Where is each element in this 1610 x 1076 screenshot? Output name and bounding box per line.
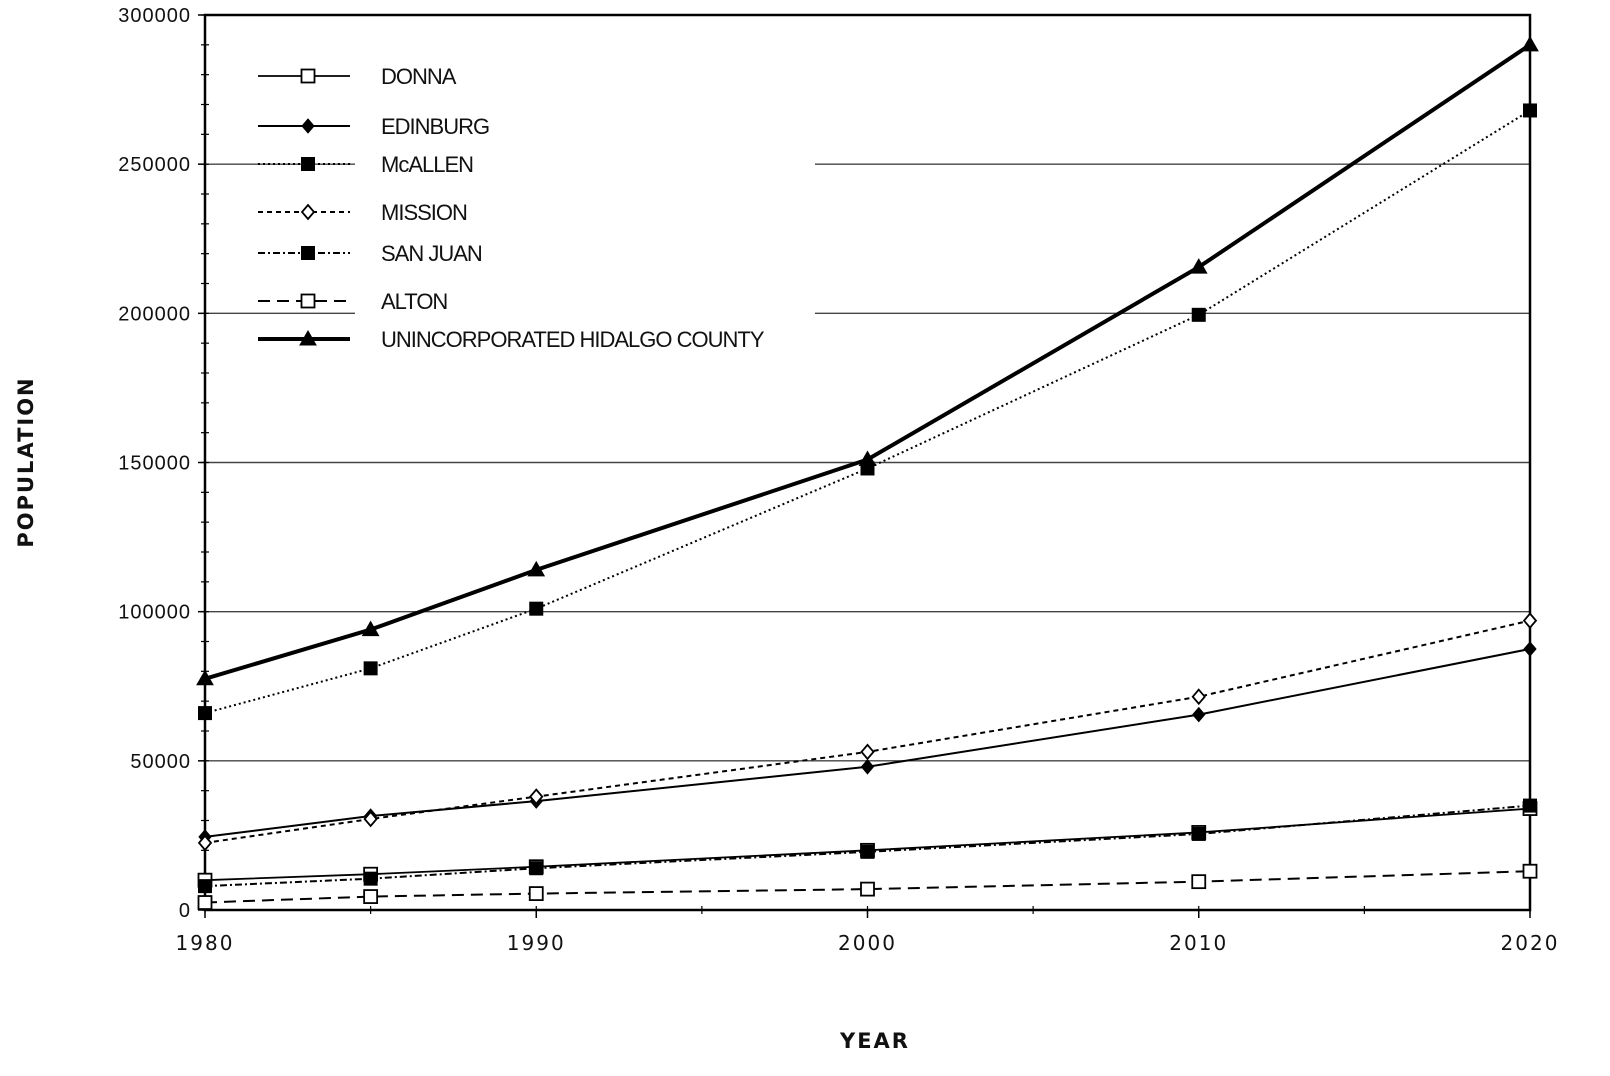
data-point xyxy=(860,743,875,761)
data-point xyxy=(197,834,213,852)
data-point xyxy=(363,871,378,886)
data-point xyxy=(860,759,875,775)
series-san-juan xyxy=(198,798,1537,894)
x-axis: 1980 1990 2000 2010 2020 xyxy=(176,910,1560,955)
legend-label: EDINBURG xyxy=(381,114,489,139)
series-line xyxy=(204,870,1531,904)
data-point xyxy=(1522,863,1538,879)
data-point xyxy=(1521,35,1539,52)
legend-swatch-marker xyxy=(300,293,316,309)
data-point xyxy=(858,450,877,467)
data-point xyxy=(198,879,212,894)
data-point xyxy=(528,886,544,901)
x-tick-label: 1990 xyxy=(507,931,566,955)
legend-item: McALLEN xyxy=(258,152,474,177)
series-line xyxy=(204,43,1532,681)
legend-swatch-marker xyxy=(301,118,315,134)
legend-swatch-marker xyxy=(301,246,315,260)
series-line xyxy=(204,619,1531,844)
data-point xyxy=(529,788,544,806)
data-point xyxy=(1191,307,1206,322)
series-mission xyxy=(197,612,1538,852)
x-axis-title: YEAR xyxy=(839,1029,910,1053)
series-alton xyxy=(197,863,1538,910)
y-tick-label: 300000 xyxy=(118,5,191,27)
y-tick-label: 0 xyxy=(179,900,191,922)
x-tick-label: 2010 xyxy=(1169,931,1228,955)
x-tick-label: 1980 xyxy=(176,931,235,955)
legend-label: McALLEN xyxy=(381,152,473,177)
y-tick-label: 100000 xyxy=(118,602,191,624)
series-mcallen xyxy=(198,103,1537,721)
data-point xyxy=(363,889,379,904)
legend-item: DONNA xyxy=(258,64,458,89)
legend-swatch-marker xyxy=(299,329,317,346)
legend-item: EDINBURG xyxy=(258,114,490,139)
data-point xyxy=(1191,688,1206,706)
series-line xyxy=(204,647,1531,838)
legend-item: MISSION xyxy=(258,200,468,225)
y-tick-label: 250000 xyxy=(118,154,191,176)
legend-item: UNINCORPORATED HIDALGO COUNTY xyxy=(258,327,766,352)
legend-swatch-marker xyxy=(300,203,316,221)
legend-item: ALTON xyxy=(258,289,448,314)
data-point xyxy=(1192,706,1206,723)
data-point xyxy=(860,844,875,859)
data-point xyxy=(860,881,875,897)
data-point xyxy=(197,895,213,910)
legend-swatch-marker xyxy=(300,68,316,84)
y-tick-label: 50000 xyxy=(130,751,191,773)
y-tick-label: 200000 xyxy=(118,303,191,325)
data-point xyxy=(1189,258,1208,274)
data-point xyxy=(198,706,212,721)
series-line xyxy=(204,804,1531,888)
data-point xyxy=(529,861,544,876)
legend-item: SAN JUAN xyxy=(258,241,483,266)
series-unincorporated-hidalgo-county xyxy=(196,35,1539,686)
data-point xyxy=(361,620,380,637)
legend-label: ALTON xyxy=(381,289,447,314)
legend: DONNA EDINBURG McALLEN MISSION SAN JUAN ALTON… xyxy=(258,64,766,352)
y-tick-label: 150000 xyxy=(118,453,191,475)
data-point xyxy=(1522,612,1538,629)
data-point xyxy=(196,669,214,686)
legend-label: MISSION xyxy=(381,200,467,225)
data-point xyxy=(527,560,546,577)
legend-swatch-marker xyxy=(301,157,315,171)
data-point xyxy=(1523,103,1537,118)
series-donna xyxy=(197,801,1538,888)
y-axis: 0 50000 100000 150000 200000 250000 300000 xyxy=(118,5,205,922)
y-axis-title: POPULATION xyxy=(14,376,38,547)
x-tick-label: 2000 xyxy=(838,931,897,955)
data-point xyxy=(1523,798,1537,813)
data-point xyxy=(363,810,378,828)
series-group xyxy=(196,35,1539,910)
data-point xyxy=(1191,826,1206,841)
legend-label: DONNA xyxy=(381,64,457,89)
data-point xyxy=(1523,641,1537,657)
data-point xyxy=(529,601,544,616)
data-point xyxy=(1191,874,1207,890)
x-tick-label: 2020 xyxy=(1501,931,1560,955)
series-edinburg xyxy=(198,641,1537,845)
legend-label: SAN JUAN xyxy=(381,241,482,266)
data-point xyxy=(363,661,378,676)
legend-label: UNINCORPORATED HIDALGO COUNTY xyxy=(381,327,765,352)
